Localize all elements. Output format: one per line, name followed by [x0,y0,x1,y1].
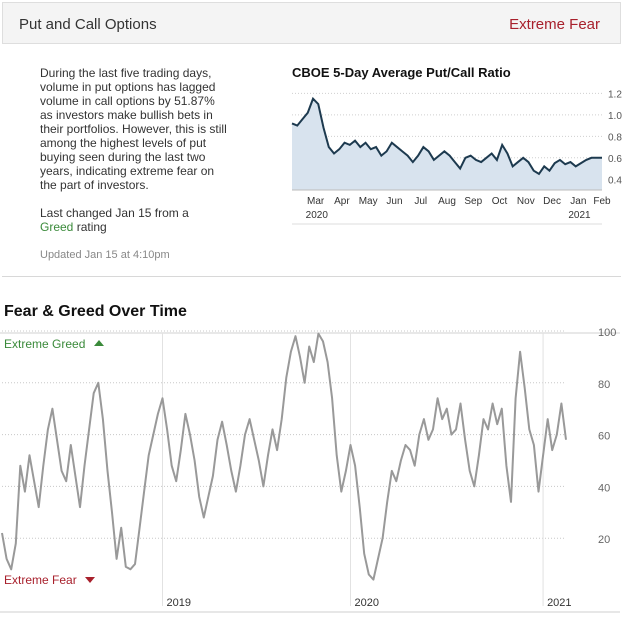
y-tick-label: 60 [598,431,610,443]
y-tick-label: 0.8 [608,132,622,143]
y-tick-label: 20 [598,534,610,546]
last-changed-prefix: Last changed Jan 15 from a [40,206,189,220]
fear-greed-line [1,332,567,581]
extreme-greed-label: Extreme Greed [4,337,85,351]
updated-timestamp: Updated Jan 15 at 4:10pm [40,249,170,261]
y-tick-label: 80 [598,379,610,391]
x-year-label: 2020 [354,597,378,609]
fear-greed-chart: 100 80 60 40 20 2019 2020 2021 Extreme Greed Extr… [0,328,620,613]
header-bar: Put and Call Options Extreme Fear [2,2,621,44]
y-tick-label: 1.2 [608,89,622,100]
y-tick-label: 1.0 [608,111,622,122]
x-tick-label: Jun [386,196,402,207]
x-tick-label: Dec [543,196,561,207]
x-tick-label: Jan [570,196,586,207]
y-tick-label: 0.6 [608,154,622,165]
x-tick-label: Jul [414,196,427,207]
put-call-area [292,98,602,190]
last-changed-text: Last changed Jan 15 from a Greed rating [40,206,240,234]
extreme-fear-label: Extreme Fear [4,573,77,587]
x-tick-label: Feb [593,196,611,207]
rating-label: Extreme Fear [509,16,600,33]
x-tick-label: Apr [334,196,350,207]
x-tick-label: Nov [517,196,535,207]
chart-title: CBOE 5-Day Average Put/Call Ratio [292,65,511,80]
x-tick-label: Aug [438,196,456,207]
x-year-label: 2021 [568,210,591,221]
triangle-down-icon [85,577,95,583]
x-tick-label: Sep [464,196,482,207]
y-tick-label: 0.4 [608,175,622,186]
last-changed-suffix: rating [76,220,107,234]
y-tick-label: 100 [598,328,616,339]
put-call-line [291,96,602,176]
x-year-label: 2020 [306,210,329,221]
put-call-ratio-chart: CBOE 5-Day Average Put/Call Ratio 1.2 1.0 0… [291,65,622,225]
y-tick-label: 40 [598,482,610,494]
x-tick-label: Mar [307,196,325,207]
indicator-description: During the last five trading days, volum… [40,66,227,192]
x-year-label: 2021 [547,597,571,609]
previous-rating-link[interactable]: Greed [40,220,74,234]
triangle-up-icon [94,340,104,346]
x-tick-label: May [359,196,378,207]
section-title: Fear & Greed Over Time [4,303,187,320]
x-tick-label: Oct [492,196,508,207]
x-year-label: 2019 [166,597,190,609]
indicator-title: Put and Call Options [19,16,157,33]
section-divider [2,276,621,277]
